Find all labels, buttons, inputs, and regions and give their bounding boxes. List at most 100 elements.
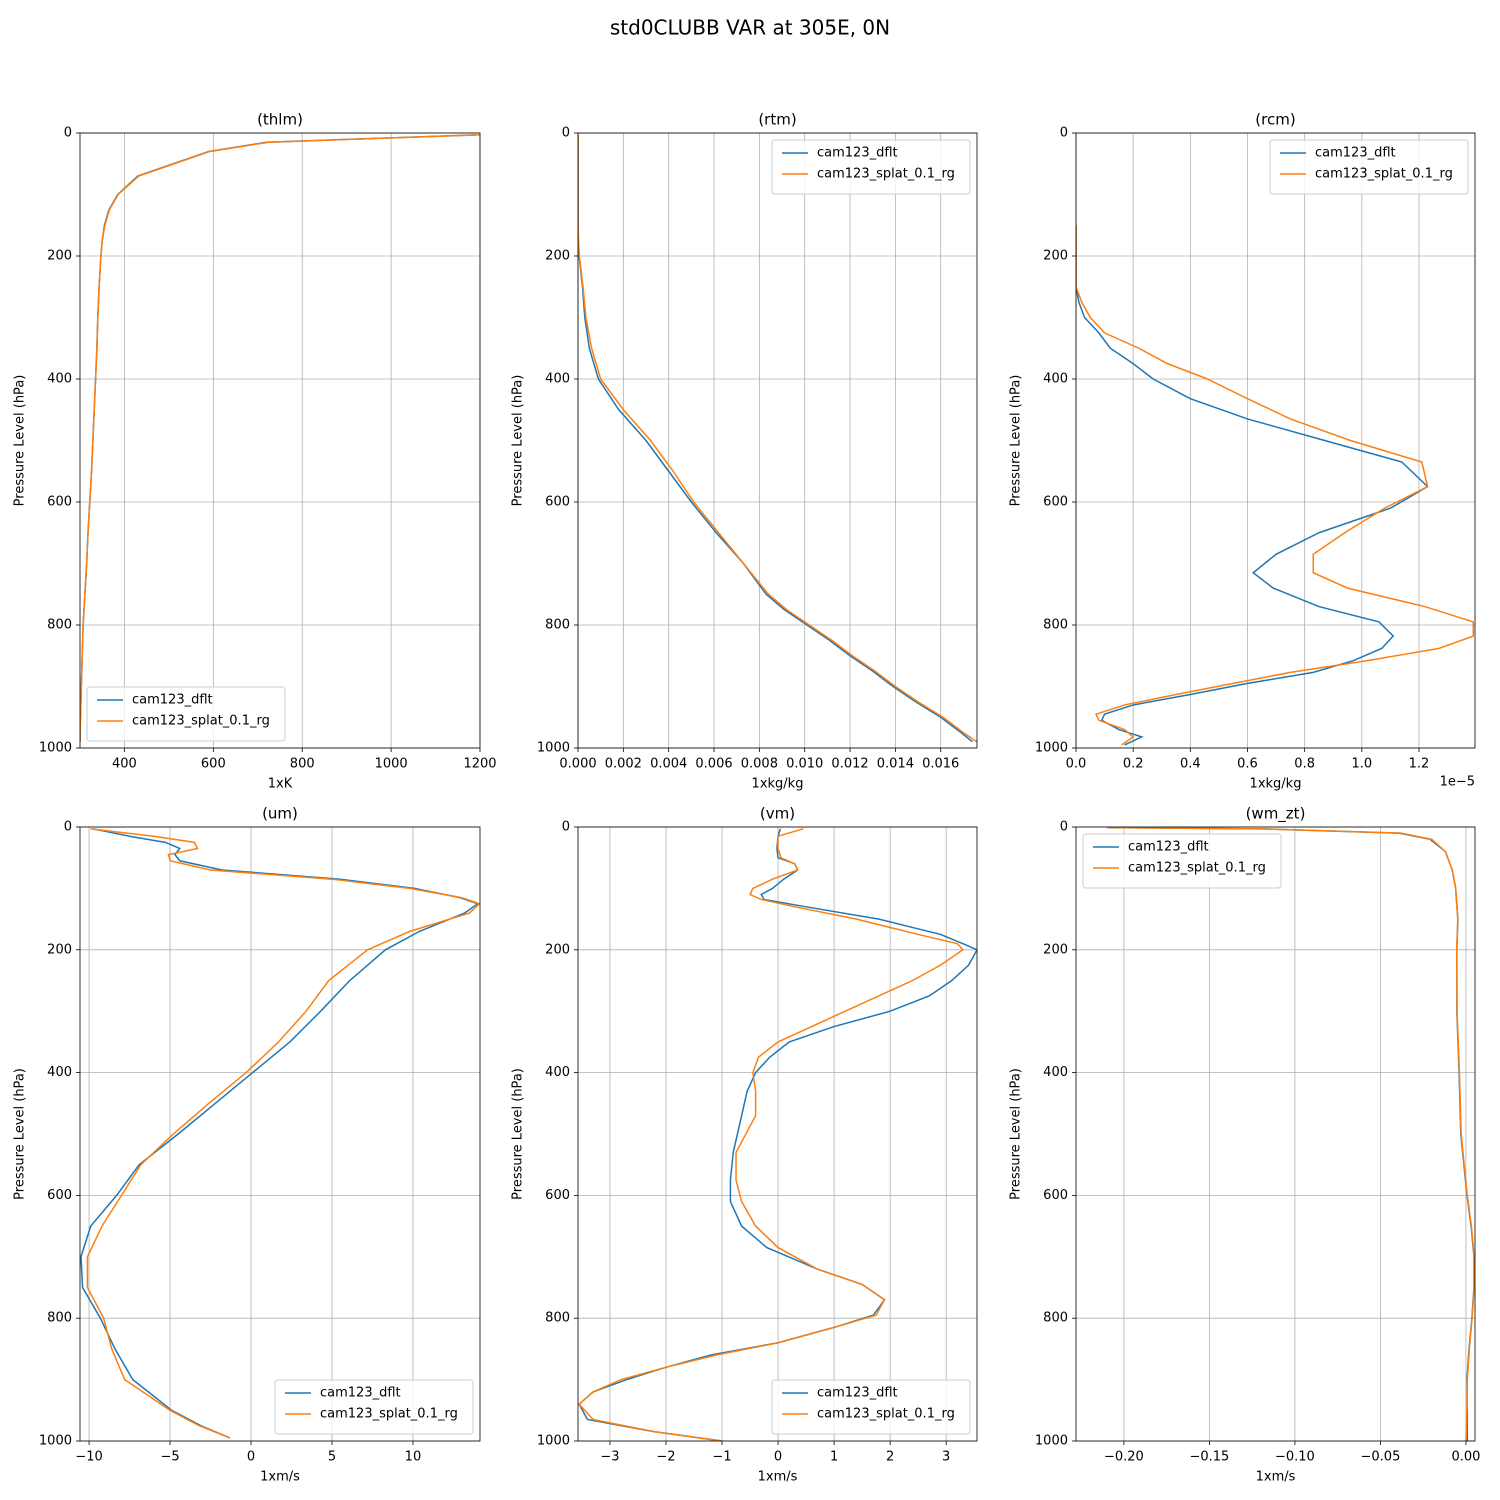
x-tick-label: 2 <box>886 1450 894 1465</box>
y-tick-label: 0 <box>64 820 72 835</box>
y-tick-label: 1000 <box>39 1434 72 1449</box>
x-tick-label: −1 <box>712 1450 731 1465</box>
x-tick-label: 800 <box>290 757 315 772</box>
axes-frame <box>79 132 481 749</box>
series-line <box>578 828 965 1441</box>
x-tick-label: 0.012 <box>831 757 868 772</box>
legend-box <box>1082 833 1282 889</box>
x-tick-label: 0.016 <box>922 757 959 772</box>
y-tick-label: 200 <box>1043 249 1068 264</box>
subplot-title: (rtm) <box>758 111 796 129</box>
x-tick-label: 0.014 <box>877 757 914 772</box>
x-tick-label: 600 <box>201 757 226 772</box>
y-tick-label: 200 <box>47 249 72 264</box>
legend-label: cam123_splat_0.1_rg <box>320 1407 458 1422</box>
y-axis-label: Pressure Level (hPa) <box>511 375 526 507</box>
x-axis-label: 1xK <box>268 777 293 792</box>
y-tick-label: 800 <box>545 1311 570 1326</box>
legend-label: cam123_dflt <box>1315 146 1396 161</box>
y-tick-label: 800 <box>47 1311 72 1326</box>
legend-box <box>771 139 971 195</box>
x-tick-label: 0.000 <box>559 757 596 772</box>
y-tick-label: 1000 <box>537 1434 570 1449</box>
y-tick-label: 0 <box>1060 820 1068 835</box>
y-tick-label: 200 <box>545 249 570 264</box>
y-tick-label: 0 <box>562 820 570 835</box>
x-tick-label: 0.006 <box>695 757 732 772</box>
y-axis-label: Pressure Level (hPa) <box>511 1068 526 1200</box>
y-tick-label: 1000 <box>1035 1434 1068 1449</box>
x-tick-label: −5 <box>160 1450 179 1465</box>
x-tick-label: −0.05 <box>1361 1450 1401 1465</box>
x-axis-label: 1xkg/kg <box>1250 777 1302 792</box>
series-line <box>1106 827 1475 1441</box>
y-axis-label: Pressure Level (hPa) <box>1009 1068 1024 1200</box>
legend-label: cam123_dflt <box>132 693 213 708</box>
x-tick-label: 0.010 <box>786 757 823 772</box>
legend-label: cam123_dflt <box>817 1386 898 1401</box>
legend-box <box>771 1379 971 1435</box>
x-tick-label: 5 <box>328 1450 336 1465</box>
x-tick-label: 0.008 <box>741 757 778 772</box>
offset-text: 1e−5 <box>1440 775 1475 790</box>
x-axis-label: 1xm/s <box>1256 1470 1296 1485</box>
x-tick-label: 1.2 <box>1409 757 1430 772</box>
x-tick-label: 0.004 <box>650 757 687 772</box>
y-tick-label: 0 <box>1060 126 1068 141</box>
x-tick-label: 0.2 <box>1123 757 1144 772</box>
legend-label: cam123_dflt <box>320 1386 401 1401</box>
subplot-title: (vm) <box>760 805 795 823</box>
y-tick-label: 200 <box>47 942 72 957</box>
x-tick-label: 1000 <box>375 757 408 772</box>
x-tick-label: 0.8 <box>1294 757 1315 772</box>
y-tick-label: 200 <box>545 942 570 957</box>
y-tick-label: 800 <box>545 618 570 633</box>
y-tick-label: 600 <box>47 1188 72 1203</box>
x-tick-label: 1 <box>830 1450 838 1465</box>
x-tick-label: 0.4 <box>1180 757 1201 772</box>
legend-label: cam123_splat_0.1_rg <box>1315 167 1453 182</box>
y-tick-label: 400 <box>545 1065 570 1080</box>
axes-frame <box>79 826 481 1442</box>
y-tick-label: 600 <box>1043 495 1068 510</box>
axes-frame <box>577 826 978 1442</box>
y-axis-label: Pressure Level (hPa) <box>13 1068 28 1200</box>
x-tick-label: −10 <box>75 1450 102 1465</box>
y-tick-label: 600 <box>545 495 570 510</box>
subplot-title: (um) <box>262 805 298 823</box>
x-tick-label: −0.20 <box>1104 1450 1144 1465</box>
figure-title: std0CLUBB VAR at 305E, 0N <box>610 16 890 40</box>
y-tick-label: 400 <box>545 372 570 387</box>
series-line <box>578 134 977 743</box>
y-tick-label: 800 <box>47 618 72 633</box>
legend-label: cam123_dflt <box>817 146 898 161</box>
y-tick-label: 0 <box>562 126 570 141</box>
y-tick-label: 400 <box>47 372 72 387</box>
y-tick-label: 1000 <box>1035 741 1068 756</box>
legend-label: cam123_splat_0.1_rg <box>1128 861 1266 876</box>
legend-box <box>274 1379 474 1435</box>
y-tick-label: 400 <box>1043 372 1068 387</box>
y-tick-label: 0 <box>64 126 72 141</box>
x-axis-label: 1xm/s <box>260 1470 300 1485</box>
series-line <box>1076 225 1475 746</box>
axes-frame <box>577 132 978 749</box>
x-tick-label: 1.0 <box>1351 757 1372 772</box>
x-tick-label: 0 <box>247 1450 255 1465</box>
x-tick-label: −0.10 <box>1275 1450 1315 1465</box>
subplot-title: (wm_zt) <box>1246 805 1306 824</box>
x-tick-label: 400 <box>112 757 137 772</box>
legend-label: cam123_splat_0.1_rg <box>817 167 955 182</box>
x-tick-label: 10 <box>405 1450 422 1465</box>
x-tick-label: −0.15 <box>1189 1450 1229 1465</box>
y-tick-label: 600 <box>1043 1188 1068 1203</box>
legend-box <box>1269 139 1469 195</box>
y-axis-label: Pressure Level (hPa) <box>13 375 28 507</box>
x-tick-label: 0.00 <box>1451 1450 1480 1465</box>
legend-box <box>86 686 286 742</box>
y-tick-label: 800 <box>1043 618 1068 633</box>
series-line <box>578 134 973 743</box>
x-tick-label: 3 <box>942 1450 950 1465</box>
series-line <box>80 134 476 742</box>
